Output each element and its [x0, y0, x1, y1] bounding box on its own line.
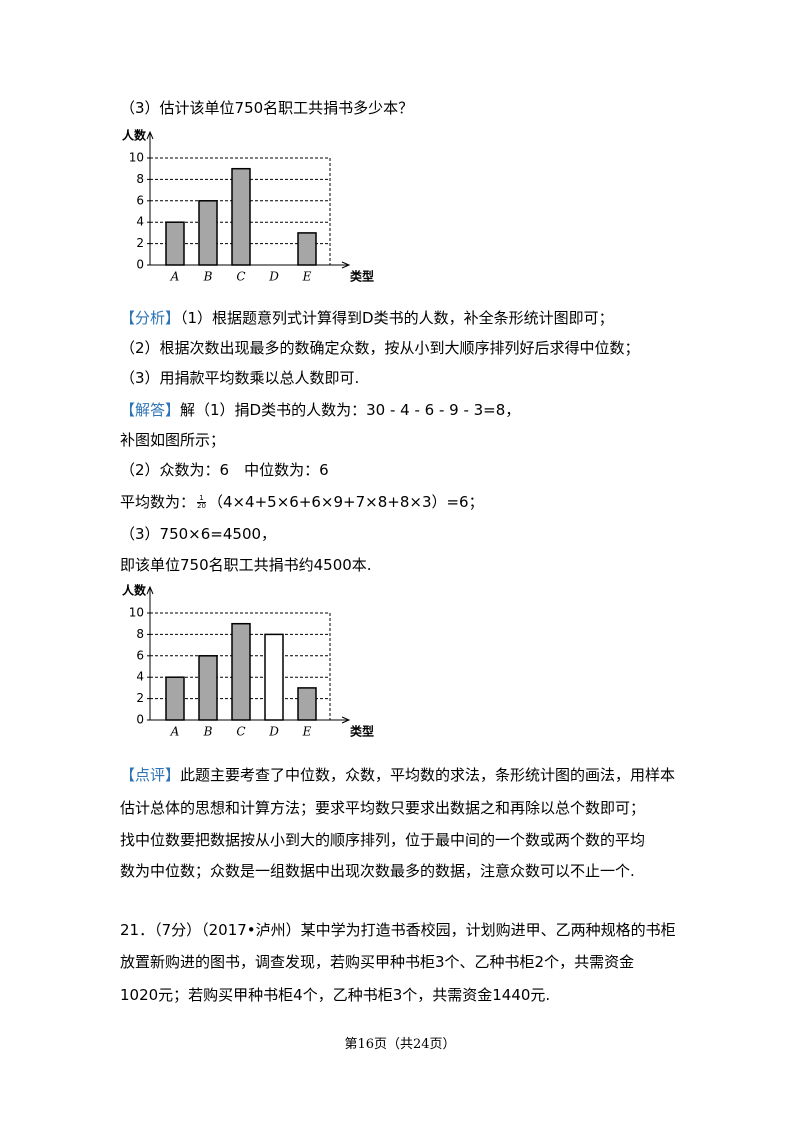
x-tick-label: D [268, 725, 279, 739]
y-tick-label: 8 [136, 172, 144, 186]
comment-label: 【点评】 [120, 766, 181, 784]
bar [165, 221, 185, 266]
analysis-line: 【分析】（1）根据题意列式计算得到D类书的人数，补全条形统计图即可； [120, 308, 614, 328]
answer-line: 平均数为： 1 20 （4×4+5×6+6×9+7×8+8×3）=6； [120, 492, 484, 512]
answer-line: （2）众数为：6 中位数为：6 [120, 461, 329, 479]
y-tick-label: 2 [136, 236, 144, 250]
y-tick-label: 10 [129, 151, 144, 165]
x-axis-label: 类型 [350, 269, 374, 284]
y-tick-label: 4 [136, 215, 144, 229]
y-tick-label: 0 [136, 258, 144, 272]
bar [231, 167, 251, 266]
bar [297, 232, 317, 266]
analysis-line: （3）用捐款平均数乘以总人数即可. [120, 369, 360, 387]
y-tick-label: 8 [136, 627, 144, 641]
x-tick-label: E [302, 725, 312, 739]
bar [165, 676, 185, 721]
y-tick-label: 0 [136, 713, 144, 727]
x-tick-label: A [170, 270, 180, 284]
answer-line: 【解答】解（1）捐D类书的人数为：30 - 4 - 6 - 9 - 3=8， [120, 400, 520, 420]
text: （4×4+5×6+6×9+7×8+8×3）=6； [207, 493, 484, 511]
text: 平均数为： [120, 493, 196, 511]
axis-arrow [341, 716, 351, 724]
text: 此题主要考查了中位数，众数，平均数的求法，条形统计图的画法，用样本 [180, 766, 676, 784]
x-tick-label: B [203, 725, 213, 739]
comment-line: 估计总体的思想和计算方法；要求平均数只要求出数据之和再除以总个数即可； [120, 799, 646, 817]
text: （1）根据题意列式计算得到D类书的人数，补全条形统计图即可； [180, 309, 614, 327]
answer-line: 即该单位750名职工共捐书约4500本. [120, 556, 372, 574]
text: 解（1）捐D类书的人数为：30 - 4 - 6 - 9 - 3=8， [180, 401, 521, 419]
y-axis-label: 人数 [122, 128, 147, 143]
problem-line: 放置新购进的图书，调查发现，若购买甲种书柜3个、乙种书柜2个，共需资金 [120, 953, 635, 971]
answer-line: （3）750×6=4500， [120, 525, 277, 543]
x-tick-label: D [268, 270, 279, 284]
bar [264, 633, 284, 721]
answer-line: 补图如图所示； [120, 431, 226, 449]
bar [297, 687, 317, 721]
fraction: 1 20 [197, 495, 206, 510]
bar [198, 655, 218, 721]
x-tick-label: C [236, 270, 245, 284]
axis-arrow [146, 130, 154, 140]
x-tick-label: C [236, 725, 245, 739]
x-tick-label: A [170, 725, 180, 739]
denominator: 20 [197, 502, 206, 510]
question: （3）估计该单位750名职工共捐书多少本？ [120, 99, 414, 117]
axis-arrow [341, 261, 351, 269]
analysis-line: （2）根据次数出现最多的数确定众数，按从小到大顺序排列好后求得中位数； [120, 339, 640, 357]
analysis-label: 【分析】 [120, 309, 181, 327]
y-tick-label: 10 [129, 606, 144, 620]
x-tick-label: B [203, 270, 213, 284]
y-tick-label: 6 [136, 193, 144, 207]
x-tick-label: E [302, 270, 312, 284]
bar [231, 622, 251, 721]
comment-line: 数为中位数；众数是一组数据中出现次数最多的数据，注意众数可以不止一个. [120, 862, 635, 880]
answer-label: 【解答】 [120, 401, 181, 419]
x-axis-label: 类型 [350, 724, 374, 739]
y-tick-label: 2 [136, 691, 144, 705]
problem-line: 21．（7分）（2017•泸州）某中学为打造书香校园，计划购进甲、乙两种规格的书… [120, 921, 676, 939]
comment-line: 【点评】此题主要考查了中位数，众数，平均数的求法，条形统计图的画法，用样本 [120, 765, 675, 785]
problem-line: 1020元；若购买甲种书柜4个，乙种书柜3个，共需资金1440元. [120, 986, 551, 1004]
page-footer: 第16页（共24页） [344, 1037, 456, 1052]
y-axis-label: 人数 [122, 583, 147, 598]
numerator: 1 [197, 495, 206, 503]
bar [198, 200, 218, 266]
axis-arrow [146, 585, 154, 595]
y-tick-label: 6 [136, 648, 144, 662]
comment-line: 找中位数要把数据按从小到大的顺序排列，位于最中间的一个数或两个数的平均 [120, 831, 646, 849]
y-tick-label: 4 [136, 670, 144, 684]
